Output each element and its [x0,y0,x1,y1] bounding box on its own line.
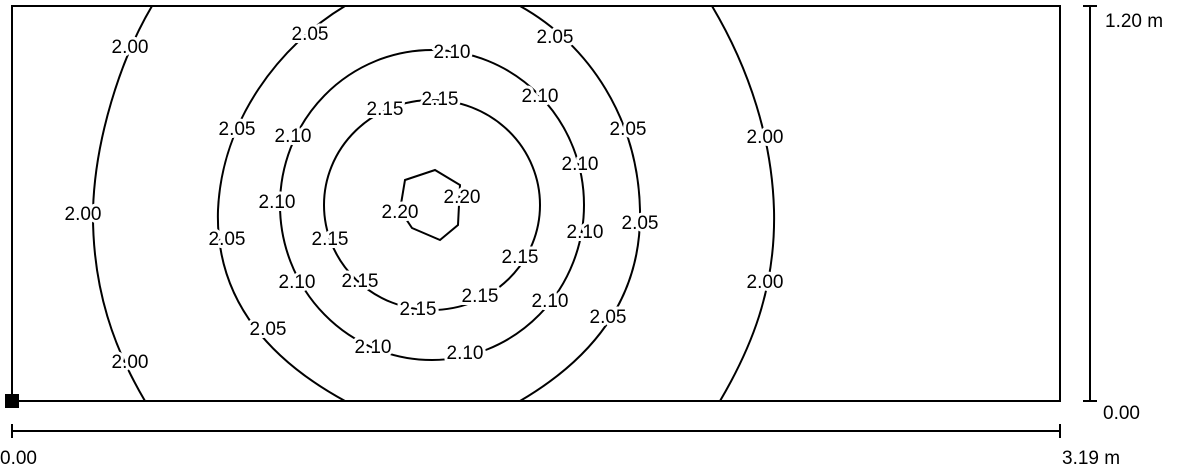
isoline-label: 2.05 [292,24,329,45]
isoline-label: 2.10 [567,222,604,243]
isoline-label: 2.20 [382,202,419,223]
isoline [711,5,776,402]
isoline-label: 2.15 [342,271,379,292]
isoline-label: 2.15 [462,286,499,307]
isoline-label: 2.10 [562,154,599,175]
isoline [279,49,585,361]
dimension-label: 3.19 m [1062,448,1120,469]
dimension-label: 0.00 [0,448,37,469]
isoline-label: 2.15 [400,299,437,320]
isoline-label: 2.05 [590,307,627,328]
isoline-label: 2.05 [537,27,574,48]
isoline-label: 2.15 [502,247,539,268]
isoline-label: 2.00 [112,352,149,373]
isoline-label: 2.15 [312,229,349,250]
isoline-label: 2.05 [622,213,659,234]
isoline-label: 2.05 [250,319,287,340]
isoline-label: 2.05 [209,229,246,250]
isoline [91,5,153,402]
origin-marker [5,394,19,408]
dimension-label: 1.20 m [1105,11,1163,32]
dimension-label: 0.00 [1103,403,1140,424]
isoline-label: 2.10 [434,42,471,63]
isoline-label: 2.15 [422,89,459,110]
labels: 2.00 2.00 2.00 2.00 2.00 2.05 2.05 2.05 2.05 2.05… [62,21,787,376]
isoline [216,5,346,402]
isoline-label: 2.00 [65,204,102,225]
isoline-label: 2.20 [444,187,481,208]
isoline-label: 2.00 [747,127,784,148]
isoline-label: 2.10 [275,126,312,147]
isoline-label: 2.00 [112,37,149,58]
isoline-label: 2.05 [219,119,256,140]
isoline-label: 2.00 [747,272,784,293]
isoline-label: 2.10 [259,192,296,213]
isoline-label: 2.10 [279,272,316,293]
isoline-label: 2.10 [355,337,392,358]
isoline-label: 2.15 [367,99,404,120]
isoline-label: 2.05 [610,119,647,140]
isoline [323,99,541,311]
isoline-label: 2.10 [522,86,559,107]
isoline [398,168,462,242]
isoline-label: 2.10 [447,343,484,364]
room-outline [11,5,1061,402]
isoline [519,5,642,402]
isoline-label: 2.10 [532,291,569,312]
